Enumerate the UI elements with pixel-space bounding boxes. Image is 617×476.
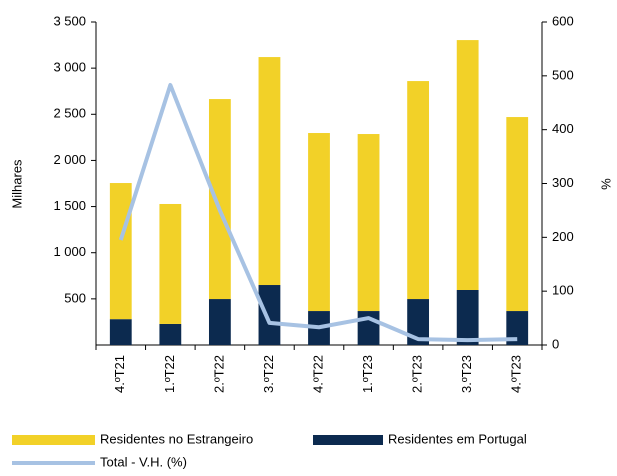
x-tick-label: 4.ºT22 [310,355,325,393]
y2-tick-label: 300 [552,175,574,190]
bar [506,311,529,345]
legend-label: Total - V.H. (%) [100,454,187,469]
y2-tick-label: 600 [552,13,574,28]
bar [456,40,479,290]
y-tick-label: 2 000 [53,152,86,167]
bar [456,289,479,345]
line-series [118,82,518,343]
x-tick-label: 1.ºT22 [162,355,177,393]
bar [258,285,281,345]
y2-tick-label: 200 [552,229,574,244]
x-tick-label: 2.ºT22 [211,355,226,393]
legend-label: Residentes no Estrangeiro [100,431,253,446]
y2-tick-label: 100 [552,283,574,298]
y-tick-label: 500 [64,290,86,305]
x-tick-label: 3.ºT22 [261,355,276,393]
bar [506,117,529,312]
bar [159,323,182,345]
legend-label: Residentes em Portugal [388,431,527,446]
bar [109,183,132,320]
bar [407,81,430,300]
y-axis-label: Milhares [9,159,24,209]
legend-swatch [313,435,383,445]
bar [159,203,182,324]
y-tick-label: 3 500 [53,13,86,28]
bar [208,299,231,345]
y2-axis-label: % [599,178,614,190]
y-tick-label: 3 000 [53,60,86,75]
y-tick-label: 1 500 [53,198,86,213]
bar [258,57,281,286]
legend-swatch [12,435,95,445]
y2-tick-label: 0 [552,336,559,351]
x-tick-label: 1.ºT23 [360,355,375,393]
y-tick-label: 1 000 [53,244,86,259]
bar [407,299,430,345]
bar [308,133,330,312]
y-tick-label: 2 500 [53,106,86,121]
bar [208,99,231,300]
bar [109,319,132,345]
x-tick-label: 4.ºT23 [509,355,524,393]
x-tick-label: 2.ºT23 [410,355,425,393]
y2-tick-label: 400 [552,121,574,136]
y2-tick-label: 500 [552,67,574,82]
bar [357,134,380,312]
x-tick-label: 3.ºT23 [459,355,474,393]
x-tick-label: 4.ºT21 [112,355,127,393]
